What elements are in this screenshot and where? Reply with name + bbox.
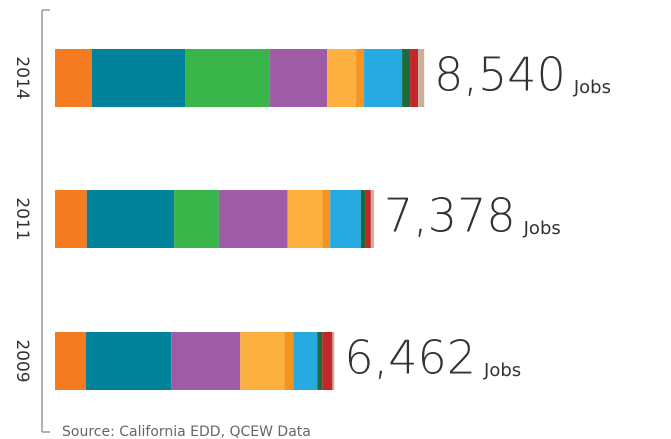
bar-segment bbox=[364, 49, 403, 107]
total-label: 7,378 bbox=[384, 189, 516, 243]
bar-segment bbox=[410, 49, 419, 107]
total-label: 6,462 bbox=[344, 331, 476, 385]
bar-segment bbox=[327, 49, 357, 107]
y-tick-label: 2009 bbox=[12, 339, 32, 382]
bar-segment bbox=[171, 332, 241, 390]
bar-segment bbox=[365, 190, 371, 248]
bar-segment bbox=[418, 49, 425, 107]
bar-segment bbox=[370, 190, 374, 248]
bar-segment bbox=[92, 49, 186, 107]
source: Source: California EDD, QCEW Data bbox=[62, 424, 311, 439]
unit-label: Jobs bbox=[483, 360, 521, 381]
bar-segment bbox=[240, 332, 285, 390]
bar-segment bbox=[284, 332, 294, 390]
bar-segment bbox=[360, 190, 366, 248]
y-tick-label: 2014 bbox=[12, 56, 32, 99]
bar-segment bbox=[322, 190, 331, 248]
unit-label: Jobs bbox=[523, 218, 561, 239]
bar-segment bbox=[270, 49, 328, 107]
bar-segment bbox=[332, 332, 335, 390]
bar-segment bbox=[86, 332, 172, 390]
bar-segment bbox=[174, 190, 219, 248]
bar-segment bbox=[330, 190, 361, 248]
bar-segment bbox=[402, 49, 411, 107]
axis bbox=[41, 9, 50, 433]
bar-segment bbox=[218, 190, 288, 248]
bar-segment bbox=[185, 49, 271, 107]
unit-label: Jobs bbox=[573, 77, 611, 98]
bar-segment bbox=[287, 190, 323, 248]
bar-segment bbox=[55, 332, 87, 390]
bar-segment bbox=[86, 190, 175, 248]
y-tick-label: 2011 bbox=[12, 197, 32, 240]
bar-segment bbox=[55, 190, 87, 248]
bar-segment bbox=[55, 49, 93, 107]
bar-segment bbox=[293, 332, 318, 390]
total-label: 8,540 bbox=[434, 48, 566, 102]
bar-segment bbox=[356, 49, 365, 107]
bar-segment bbox=[317, 332, 323, 390]
bar-segment bbox=[322, 332, 333, 390]
